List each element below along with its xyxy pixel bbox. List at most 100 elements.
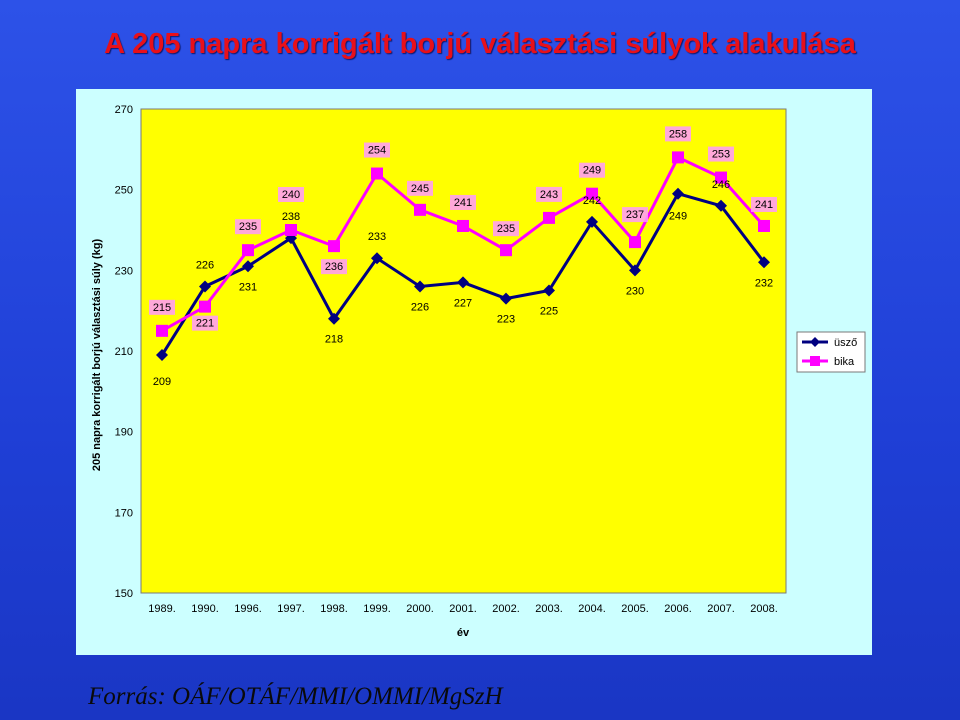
y-tick-label: 190 [115, 427, 133, 439]
y-tick-label: 270 [115, 104, 133, 116]
data-label: 242 [583, 195, 601, 207]
data-label: 249 [583, 165, 601, 177]
data-label: 253 [712, 149, 730, 161]
data-label: 243 [540, 189, 558, 201]
y-tick-label: 170 [115, 507, 133, 519]
data-point [586, 187, 598, 200]
x-tick-label: 2004. [578, 603, 606, 615]
data-point [457, 276, 469, 289]
data-label: 236 [325, 261, 343, 273]
data-label: 235 [497, 223, 515, 235]
legend: üsző bika [796, 331, 866, 373]
data-label: 209 [153, 376, 171, 388]
data-point [758, 256, 770, 269]
y-axis-ticks: 150 170 190 210 230 250 270 [115, 104, 133, 600]
data-label-bg [235, 219, 261, 235]
legend-label: bika [834, 356, 855, 368]
x-axis-ticks: 1989. 1990. 1996. 1997. 1998. 1999. 2000. 2001.… [148, 603, 778, 615]
data-point [414, 280, 426, 293]
legend-label: üsző [834, 337, 857, 349]
data-label: 240 [282, 189, 300, 201]
plot-area [140, 108, 787, 594]
x-tick-label: 1989. [148, 603, 176, 615]
x-tick-label: 1990. [191, 603, 219, 615]
data-label: 254 [368, 145, 386, 157]
data-label-bg [493, 221, 519, 237]
data-label: 227 [454, 297, 472, 309]
data-label: 226 [411, 301, 429, 313]
data-label-bg [407, 180, 433, 196]
x-tick-label: 2003. [535, 603, 563, 615]
x-tick-label: 1999. [363, 603, 391, 615]
x-tick-label: 2006. [664, 603, 692, 615]
data-label-bg [536, 186, 562, 202]
data-label-bg [751, 196, 777, 212]
data-label-bg [364, 142, 390, 158]
x-axis-title: év [457, 627, 470, 639]
data-label-bg [708, 146, 734, 162]
x-tick-label: 2000. [406, 603, 434, 615]
y-axis-title: 205 napra korrigált borjú választási súl… [91, 239, 103, 472]
x-tick-label: 2005. [621, 603, 649, 615]
x-tick-label: 1997. [277, 603, 305, 615]
data-label: 235 [239, 221, 257, 233]
data-label-bg [278, 187, 304, 202]
data-label-bg [665, 126, 691, 142]
data-label: 223 [497, 314, 515, 326]
x-tick-label: 2002. [492, 603, 520, 615]
y-tick-label: 250 [115, 185, 133, 197]
data-label: 249 [669, 211, 687, 223]
data-label: 221 [196, 318, 214, 330]
data-point [672, 187, 684, 200]
data-point [629, 236, 641, 249]
data-label: 258 [669, 128, 687, 140]
data-point [156, 324, 168, 337]
data-label: 232 [755, 277, 773, 289]
legend-marker-square-icon [810, 356, 820, 366]
data-point [328, 312, 340, 325]
data-point [715, 199, 727, 212]
data-point [328, 240, 340, 253]
data-point [629, 264, 641, 277]
y-tick-label: 230 [115, 265, 133, 277]
data-point [371, 167, 383, 180]
data-label: 237 [626, 209, 644, 221]
data-label: 226 [196, 259, 214, 271]
source-note: Forrás: OÁF/OTÁF/MMI/OMMI/MgSzH [88, 683, 503, 710]
y-tick-label: 210 [115, 346, 133, 358]
data-label: 246 [712, 179, 730, 191]
data-label: 231 [239, 281, 257, 293]
data-label: 241 [454, 197, 472, 209]
y-tick-label: 150 [115, 588, 133, 600]
data-point [586, 215, 598, 228]
data-label-bg [622, 207, 648, 223]
data-point [371, 252, 383, 265]
data-point [500, 244, 512, 257]
data-point [715, 171, 727, 184]
data-label: 233 [368, 231, 386, 243]
data-point [672, 151, 684, 164]
data-point [199, 280, 211, 293]
legend-marker-diamond-icon [810, 337, 820, 347]
x-tick-label: 2001. [449, 603, 477, 615]
data-point [758, 219, 770, 232]
data-point [543, 284, 555, 297]
data-label-bg [579, 162, 605, 178]
data-point [414, 203, 426, 216]
data-label: 215 [153, 302, 171, 314]
data-point [242, 260, 254, 273]
data-label-bg [192, 315, 218, 331]
data-point [457, 219, 469, 232]
data-point [285, 224, 297, 236]
x-tick-label: 2008. [750, 603, 778, 615]
data-point [199, 300, 211, 313]
data-label-layer: 209 226 231 238 218 233 226 227 223 225 242 230 249 2… [149, 126, 777, 388]
data-point [156, 349, 168, 362]
data-label-bg [321, 259, 347, 275]
slide-title: A 205 napra korrigált borjú választási s… [104, 28, 856, 60]
data-label: 230 [626, 285, 644, 297]
x-tick-label: 1998. [320, 603, 348, 615]
series-layer [156, 151, 770, 362]
data-label-bg [149, 299, 175, 315]
